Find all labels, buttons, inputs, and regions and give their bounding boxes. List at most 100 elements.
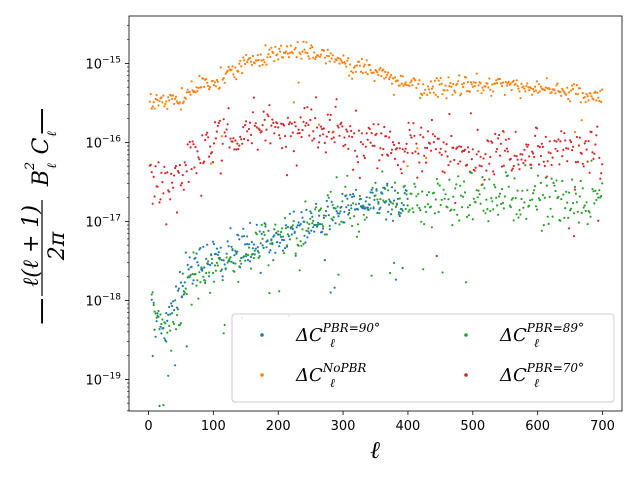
- data-point: [450, 208, 453, 211]
- data-point: [423, 92, 426, 95]
- data-point: [457, 162, 460, 165]
- data-point: [463, 148, 467, 151]
- data-point: [414, 185, 417, 188]
- data-point: [503, 149, 506, 152]
- data-point: [150, 107, 153, 110]
- data-point: [198, 271, 201, 274]
- data-point: [297, 81, 300, 84]
- data-point: [195, 86, 198, 89]
- y-label-b-sup: 2: [23, 162, 38, 171]
- data-point: [469, 81, 472, 84]
- data-point: [538, 90, 542, 93]
- data-point: [419, 209, 422, 212]
- data-point: [446, 89, 449, 92]
- data-points-layer: [148, 40, 604, 407]
- data-point: [169, 198, 172, 201]
- data-point: [505, 147, 508, 150]
- data-point: [596, 125, 599, 128]
- data-point: [292, 210, 295, 213]
- data-point: [340, 121, 343, 124]
- legend-label-PBR70: ΔCPBR=70°: [499, 361, 584, 386]
- data-point: [358, 64, 361, 67]
- data-point: [394, 205, 397, 208]
- data-point: [556, 149, 559, 153]
- data-point: [220, 135, 223, 138]
- x-axis-label: ℓ: [370, 436, 380, 464]
- data-point: [495, 196, 498, 199]
- data-point: [371, 144, 374, 147]
- data-point: [230, 68, 233, 71]
- data-point: [223, 81, 226, 84]
- data-point: [207, 263, 210, 266]
- data-point: [459, 160, 462, 163]
- data-point: [526, 82, 529, 85]
- data-point: [341, 61, 344, 64]
- data-point: [219, 172, 222, 175]
- data-point: [365, 132, 368, 135]
- data-point: [398, 84, 401, 87]
- data-point: [520, 82, 523, 85]
- data-point: [430, 118, 433, 122]
- data-point: [179, 322, 182, 325]
- data-point: [351, 224, 354, 228]
- data-point: [222, 332, 225, 335]
- data-point: [572, 212, 576, 215]
- data-point: [580, 211, 583, 214]
- data-point: [550, 177, 553, 180]
- data-point: [175, 306, 179, 309]
- data-point: [281, 147, 284, 150]
- data-point: [246, 235, 249, 238]
- data-point: [425, 156, 428, 160]
- data-point: [348, 74, 351, 77]
- data-point: [452, 195, 455, 198]
- data-point: [497, 137, 500, 140]
- data-point: [487, 220, 490, 223]
- data-point: [460, 194, 463, 197]
- data-point: [470, 171, 473, 174]
- data-point: [214, 252, 217, 255]
- data-point: [222, 259, 225, 262]
- data-point: [283, 217, 287, 220]
- y-label-b-sub: ℓ: [45, 163, 60, 169]
- data-point: [354, 188, 358, 191]
- data-point: [369, 69, 372, 72]
- data-point: [601, 163, 604, 166]
- data-point: [151, 291, 154, 294]
- data-point: [167, 374, 170, 377]
- data-point: [322, 216, 325, 219]
- data-point: [152, 175, 155, 178]
- data-point: [316, 126, 319, 129]
- data-point: [560, 94, 563, 97]
- data-point: [242, 227, 245, 230]
- data-point: [536, 174, 540, 177]
- data-point: [249, 133, 253, 136]
- data-point: [334, 105, 337, 108]
- data-point: [184, 97, 187, 100]
- data-point: [484, 85, 487, 88]
- data-point: [253, 124, 256, 127]
- data-point: [571, 87, 575, 91]
- data-point: [341, 200, 344, 203]
- data-point: [314, 208, 317, 211]
- data-point: [368, 63, 371, 67]
- data-point: [167, 96, 170, 99]
- data-point: [226, 123, 229, 126]
- data-point: [593, 202, 596, 205]
- data-point: [296, 41, 299, 44]
- data-point: [485, 169, 488, 172]
- data-point: [343, 136, 346, 139]
- data-point: [349, 125, 352, 128]
- data-point: [471, 148, 474, 151]
- data-point: [297, 128, 300, 131]
- data-point: [191, 89, 194, 92]
- data-point: [387, 154, 390, 157]
- data-point: [369, 191, 372, 194]
- data-point: [426, 130, 430, 133]
- data-point: [512, 219, 515, 222]
- data-point: [323, 259, 326, 262]
- data-point: [414, 79, 417, 82]
- data-point: [498, 195, 501, 198]
- data-point: [481, 176, 484, 179]
- data-point: [477, 189, 480, 192]
- data-point: [242, 56, 245, 59]
